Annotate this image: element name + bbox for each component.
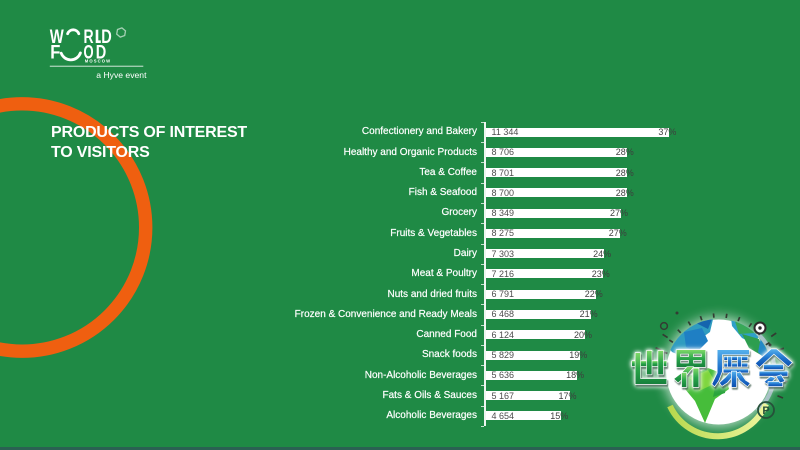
svg-text:P: P bbox=[762, 405, 769, 417]
svg-text:R: R bbox=[84, 26, 94, 48]
svg-text:O: O bbox=[84, 42, 94, 63]
svg-text:F: F bbox=[50, 41, 60, 62]
svg-text:MOSCOW: MOSCOW bbox=[85, 59, 111, 64]
svg-text:D: D bbox=[101, 26, 111, 47]
svg-text:a Hyve event: a Hyve event bbox=[96, 70, 147, 80]
svg-text:W: W bbox=[50, 26, 65, 47]
svg-text:D: D bbox=[96, 42, 106, 63]
